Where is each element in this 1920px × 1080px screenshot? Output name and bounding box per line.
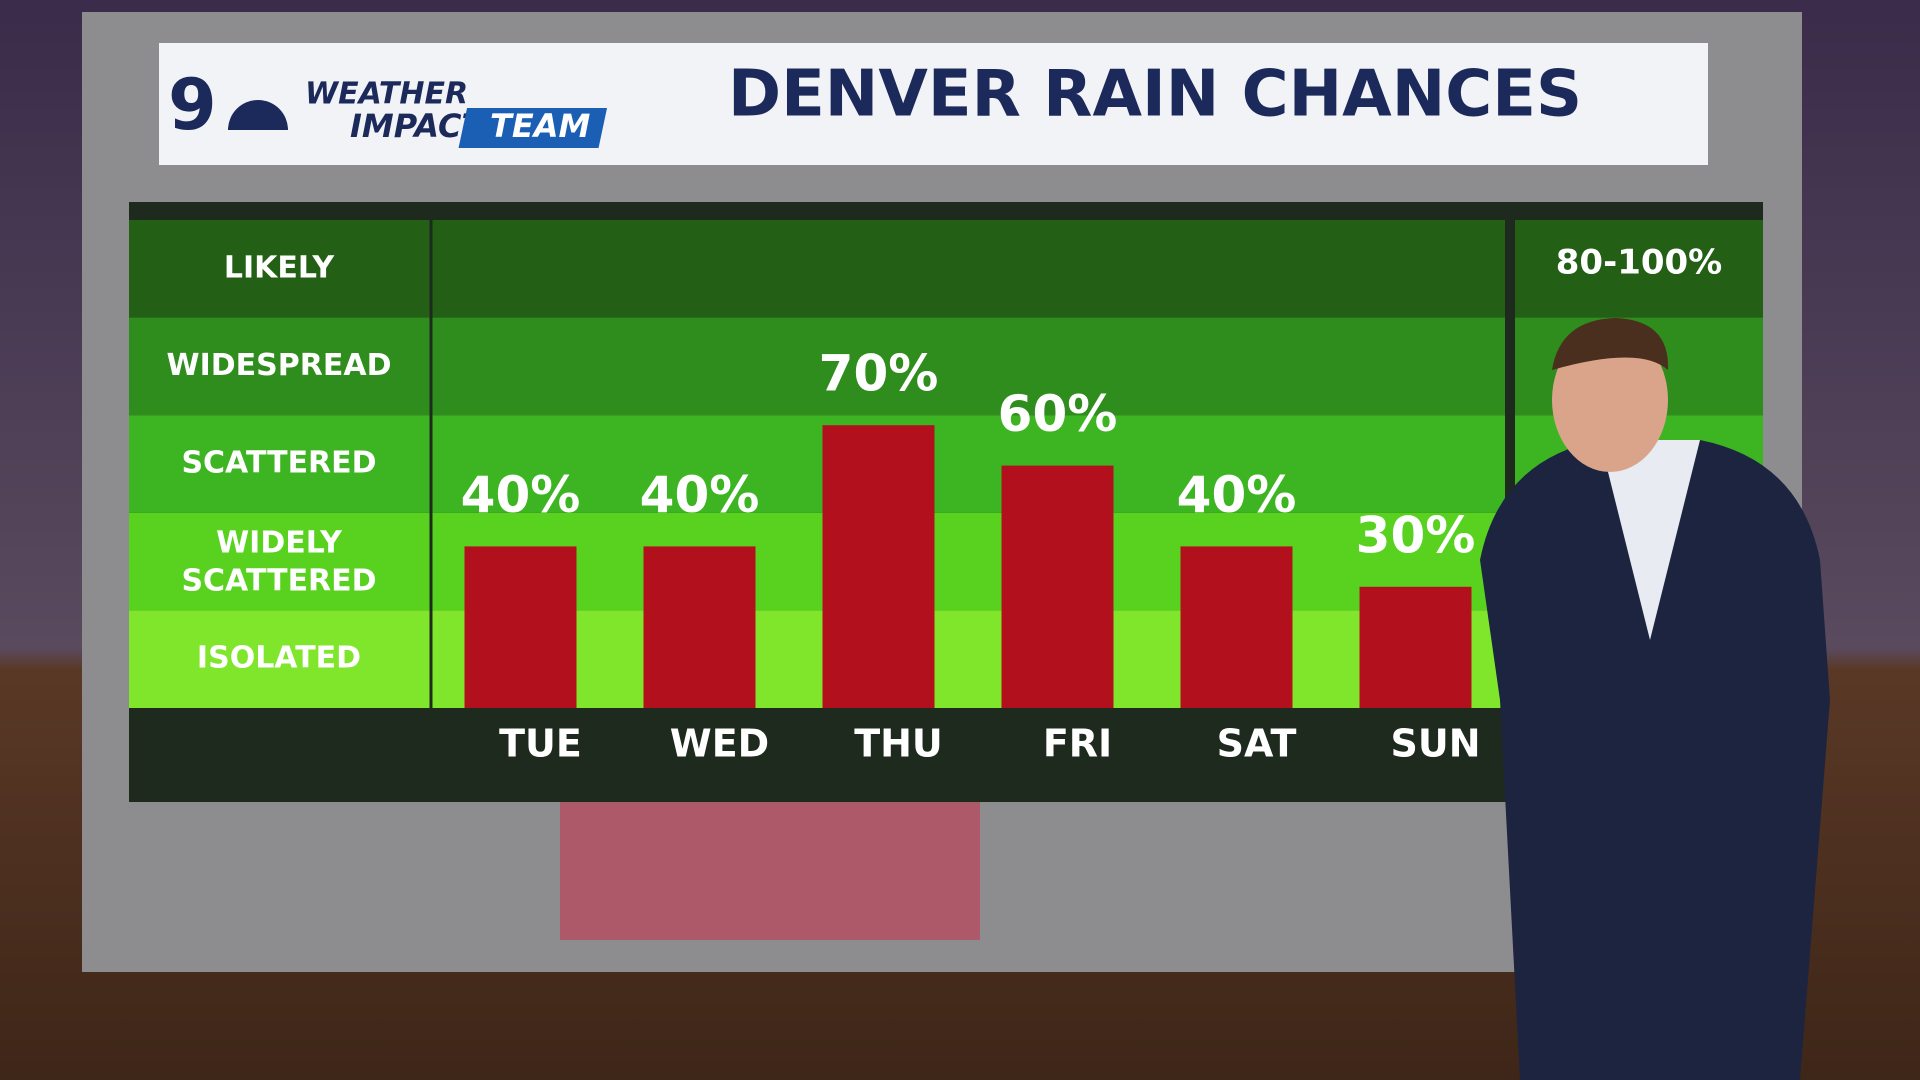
range-label: 80-100% bbox=[1556, 242, 1722, 282]
bar bbox=[464, 546, 577, 708]
logo-line3: TEAM bbox=[490, 107, 590, 145]
peacock-logo bbox=[225, 100, 291, 162]
value-label: 40% bbox=[640, 466, 760, 524]
band-label: SCATTERED bbox=[181, 446, 376, 481]
bar bbox=[822, 425, 935, 708]
band-label: WIDESPREAD bbox=[167, 348, 392, 383]
band bbox=[129, 317, 1763, 416]
chart: LIKELY WIDESPREAD SCATTERED WIDELY SCATTERED… bbox=[129, 220, 1763, 778]
logo-number: 9 bbox=[168, 64, 217, 146]
x-tick-label: TUE bbox=[499, 722, 582, 766]
bar bbox=[1001, 465, 1114, 708]
x-tick-label: THU bbox=[854, 722, 943, 766]
x-tick-label: FRI bbox=[1043, 722, 1112, 766]
chart-title: DENVER RAIN CHANCES bbox=[728, 58, 1582, 132]
value-label: 30% bbox=[1356, 506, 1476, 564]
band-label: WIDELY SCATTERED bbox=[181, 525, 376, 598]
bar bbox=[1359, 586, 1472, 708]
value-label: 70% bbox=[819, 345, 939, 403]
band bbox=[129, 220, 1763, 318]
x-tick-label: SAT bbox=[1217, 722, 1297, 766]
logo-line1: WEATHER bbox=[305, 77, 468, 112]
x-tick-label: SUN bbox=[1390, 722, 1480, 766]
header-box bbox=[159, 43, 1708, 165]
x-tick-label: WED bbox=[670, 722, 769, 766]
logo-team-box bbox=[458, 108, 608, 148]
band-label: ISOLATED bbox=[197, 641, 361, 676]
value-label: 40% bbox=[461, 466, 581, 524]
value-label: 40% bbox=[1177, 466, 1297, 524]
value-label: 60% bbox=[998, 385, 1118, 443]
band bbox=[129, 415, 1763, 513]
bar bbox=[643, 546, 756, 708]
band-label: LIKELY bbox=[224, 250, 335, 285]
bar bbox=[1180, 546, 1293, 708]
presenter bbox=[1480, 318, 1830, 1080]
